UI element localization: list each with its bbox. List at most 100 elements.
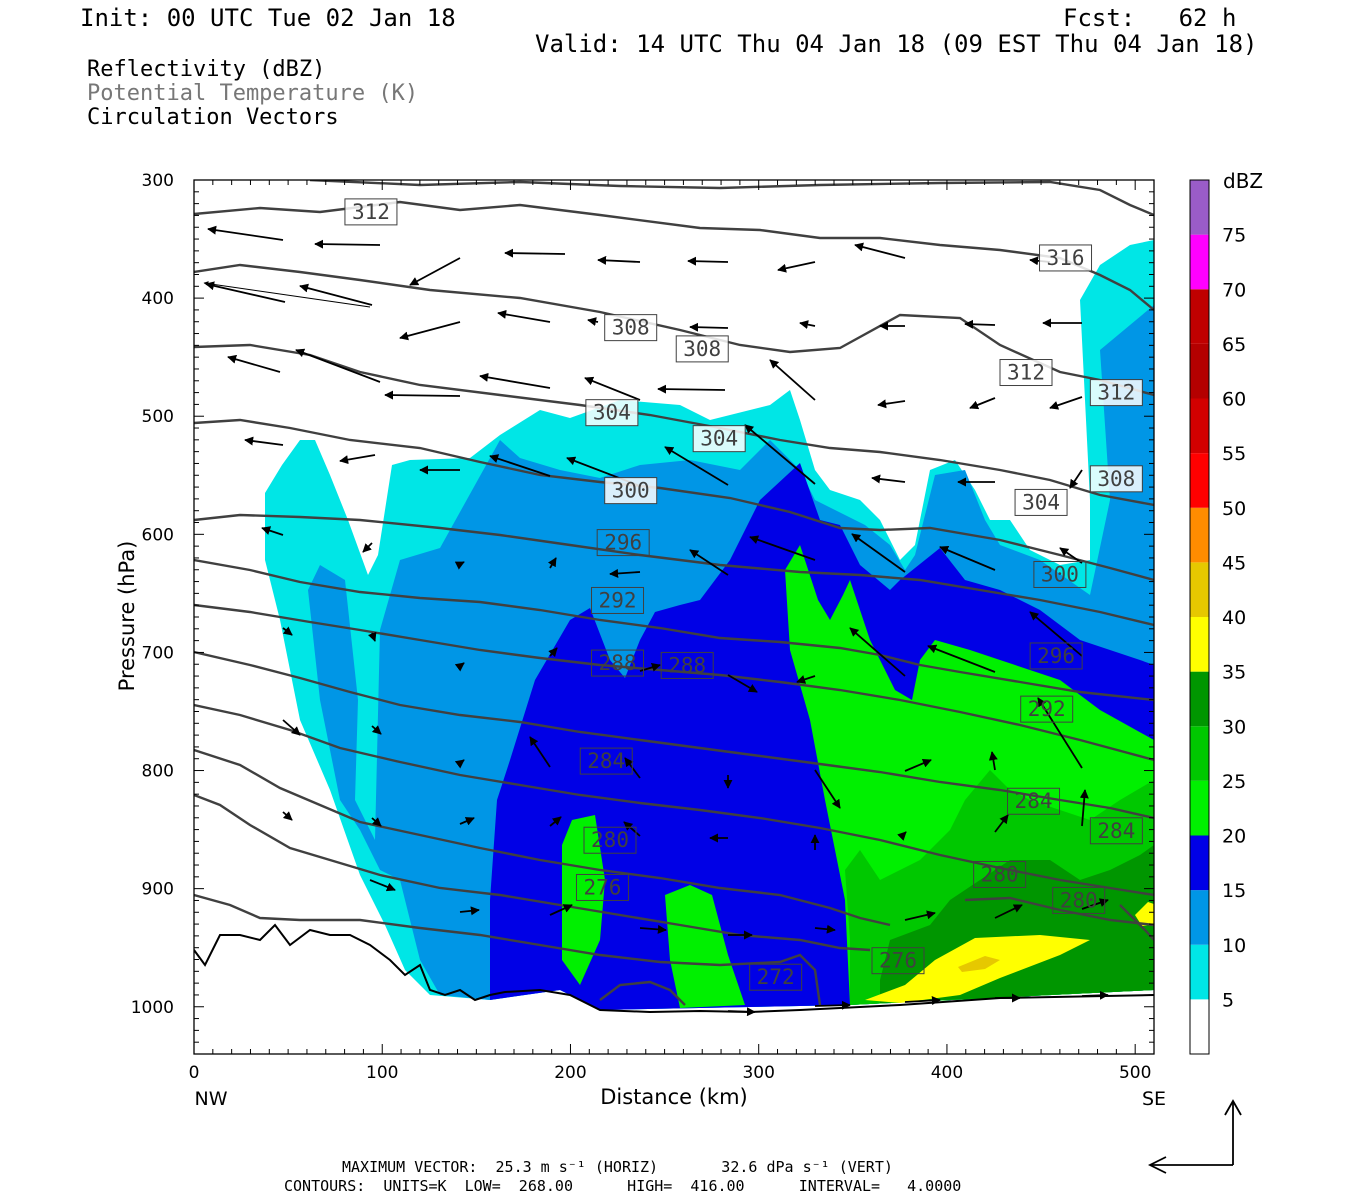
circulation-vector-arrow [799, 320, 816, 330]
contour-label-box [973, 860, 1027, 888]
circulation-vector-arrow [1029, 611, 1083, 657]
circulation-vector-arrow [384, 390, 461, 400]
contour-label-box [1020, 695, 1074, 723]
circulation-vector-arrow [749, 535, 816, 561]
circulation-vector-arrow [849, 627, 906, 677]
contour-label: 292 [599, 588, 637, 612]
x-tick-label: 200 [554, 1063, 586, 1083]
circulation-vector-arrow [689, 322, 729, 332]
circulation-vector-arrow [597, 255, 641, 265]
field-title-theta: Potential Temperature (K) [87, 81, 419, 106]
circulation-vector-arrow [988, 751, 998, 771]
circulation-vector-arrow [1081, 990, 1109, 1000]
colorbar-swatch [1190, 890, 1209, 945]
contour-label: 276 [879, 949, 917, 973]
circulation-vector-arrow [904, 995, 941, 1005]
colorbar-label: 30 [1222, 716, 1246, 738]
x-tick-label: 500 [1119, 1063, 1151, 1083]
contour-label-box [575, 873, 629, 901]
contour-label: 272 [757, 965, 795, 989]
circulation-vector-arrow [814, 1000, 851, 1010]
circulation-vector-arrow [299, 283, 373, 306]
contour-label: 312 [1097, 381, 1135, 405]
contour-label: 300 [612, 479, 650, 503]
circulation-vector-arrow [904, 910, 936, 921]
contour-label-box [591, 649, 645, 677]
colorbar-swatch [1190, 289, 1209, 344]
circulation-vector-arrow [282, 719, 301, 736]
circulation-vector-arrow [549, 904, 573, 916]
colorbar-label: 20 [1222, 826, 1246, 848]
colorbar-swatch [1190, 780, 1209, 836]
circulation-vector-arrow [489, 454, 551, 477]
contour-label: 308 [612, 316, 650, 340]
contour-label-box [604, 314, 658, 342]
colorbar-swatch [1190, 507, 1209, 563]
y-tick-label: 1000 [131, 998, 174, 1018]
circulation-vector-arrow [727, 1007, 756, 1017]
circulation-vector-arrow [939, 545, 996, 571]
contour-label-box [344, 198, 398, 226]
colorbar-swatch [1190, 343, 1209, 399]
circulation-vector-arrow [814, 924, 836, 934]
contour-label-box [692, 425, 746, 453]
contour-label-box [675, 335, 729, 363]
x-tick-label: 300 [742, 1063, 774, 1083]
circulation-vector-arrow [587, 317, 599, 327]
colorbar-swatch [1190, 234, 1209, 290]
circulation-vector-arrow [664, 446, 729, 486]
colorbar-swatch [1190, 617, 1209, 672]
x-tick-label: 400 [931, 1063, 963, 1083]
circulation-vector-arrow [969, 397, 996, 410]
y-tick-label: 400 [142, 289, 174, 309]
contour-label-box [1089, 817, 1143, 845]
contour-label-box [1039, 244, 1093, 272]
theta-contour-line [194, 558, 1154, 702]
colorbar-label: 10 [1222, 935, 1246, 957]
y-tick-label: 800 [142, 762, 174, 782]
contour-label: 308 [683, 337, 721, 361]
circulation-vector-arrow [994, 904, 1023, 919]
valid-time: Valid: 14 UTC Thu 04 Jan 18 (09 EST Thu … [535, 30, 1258, 58]
contour-label: 280 [981, 862, 1019, 886]
contour-label: 304 [593, 401, 631, 425]
contour-label: 308 [1097, 467, 1135, 491]
circulation-vector-arrow [1079, 789, 1089, 827]
contour-label: 284 [587, 749, 625, 773]
circulation-vector-arrow [479, 372, 551, 389]
field-title-vectors: Circulation Vectors [87, 105, 339, 130]
theta-contour-line [194, 703, 1154, 897]
colorbar-swatch [1190, 180, 1209, 235]
contour-label-box [1033, 560, 1087, 588]
contour-label-box [579, 747, 633, 775]
circulation-vector-arrow [282, 626, 293, 636]
max-vector-note: MAXIMUM VECTOR: 25.3 m s⁻¹ (HORIZ) 32.6 … [342, 1158, 893, 1176]
circulation-vector-arrow [261, 526, 284, 536]
circulation-vector-arrow [689, 549, 729, 576]
contour-labels: 312 316 308 308 312 312 304 304 308 300 304 296 300 2… [344, 198, 1143, 991]
circulation-vector-arrow [399, 321, 461, 341]
theta-contour-line [194, 263, 1154, 397]
circulation-vector-arrow [904, 759, 932, 772]
contour-label: 296 [1037, 644, 1075, 668]
field-title-reflectivity: Reflectivity (dBZ) [87, 57, 326, 82]
theta-contour-line [194, 650, 1154, 820]
contour-label: 284 [1097, 819, 1135, 843]
circulation-vector-arrow [623, 821, 641, 837]
init-time: Init: 00 UTC Tue 02 Jan 18 [80, 4, 456, 32]
contour-label-box [1089, 465, 1143, 493]
circulation-vector-arrow [854, 242, 906, 259]
circulation-vector-arrow [459, 906, 480, 916]
circulation-vector-arrow [454, 759, 465, 769]
contour-label-box [1007, 787, 1061, 815]
circulation-vector-arrow [796, 675, 816, 684]
colorbar-label: 40 [1222, 607, 1246, 629]
x-end-label-left: NW [195, 1088, 228, 1110]
circulation-vector-arrow [769, 359, 816, 401]
colorbar-label: 75 [1222, 225, 1246, 247]
colorbar-swatch [1190, 671, 1209, 727]
x-tick-label: 0 [189, 1063, 200, 1083]
theta-contour-line [599, 980, 686, 1006]
contour-label: 288 [668, 653, 706, 677]
colorbar-label: 50 [1222, 498, 1246, 520]
